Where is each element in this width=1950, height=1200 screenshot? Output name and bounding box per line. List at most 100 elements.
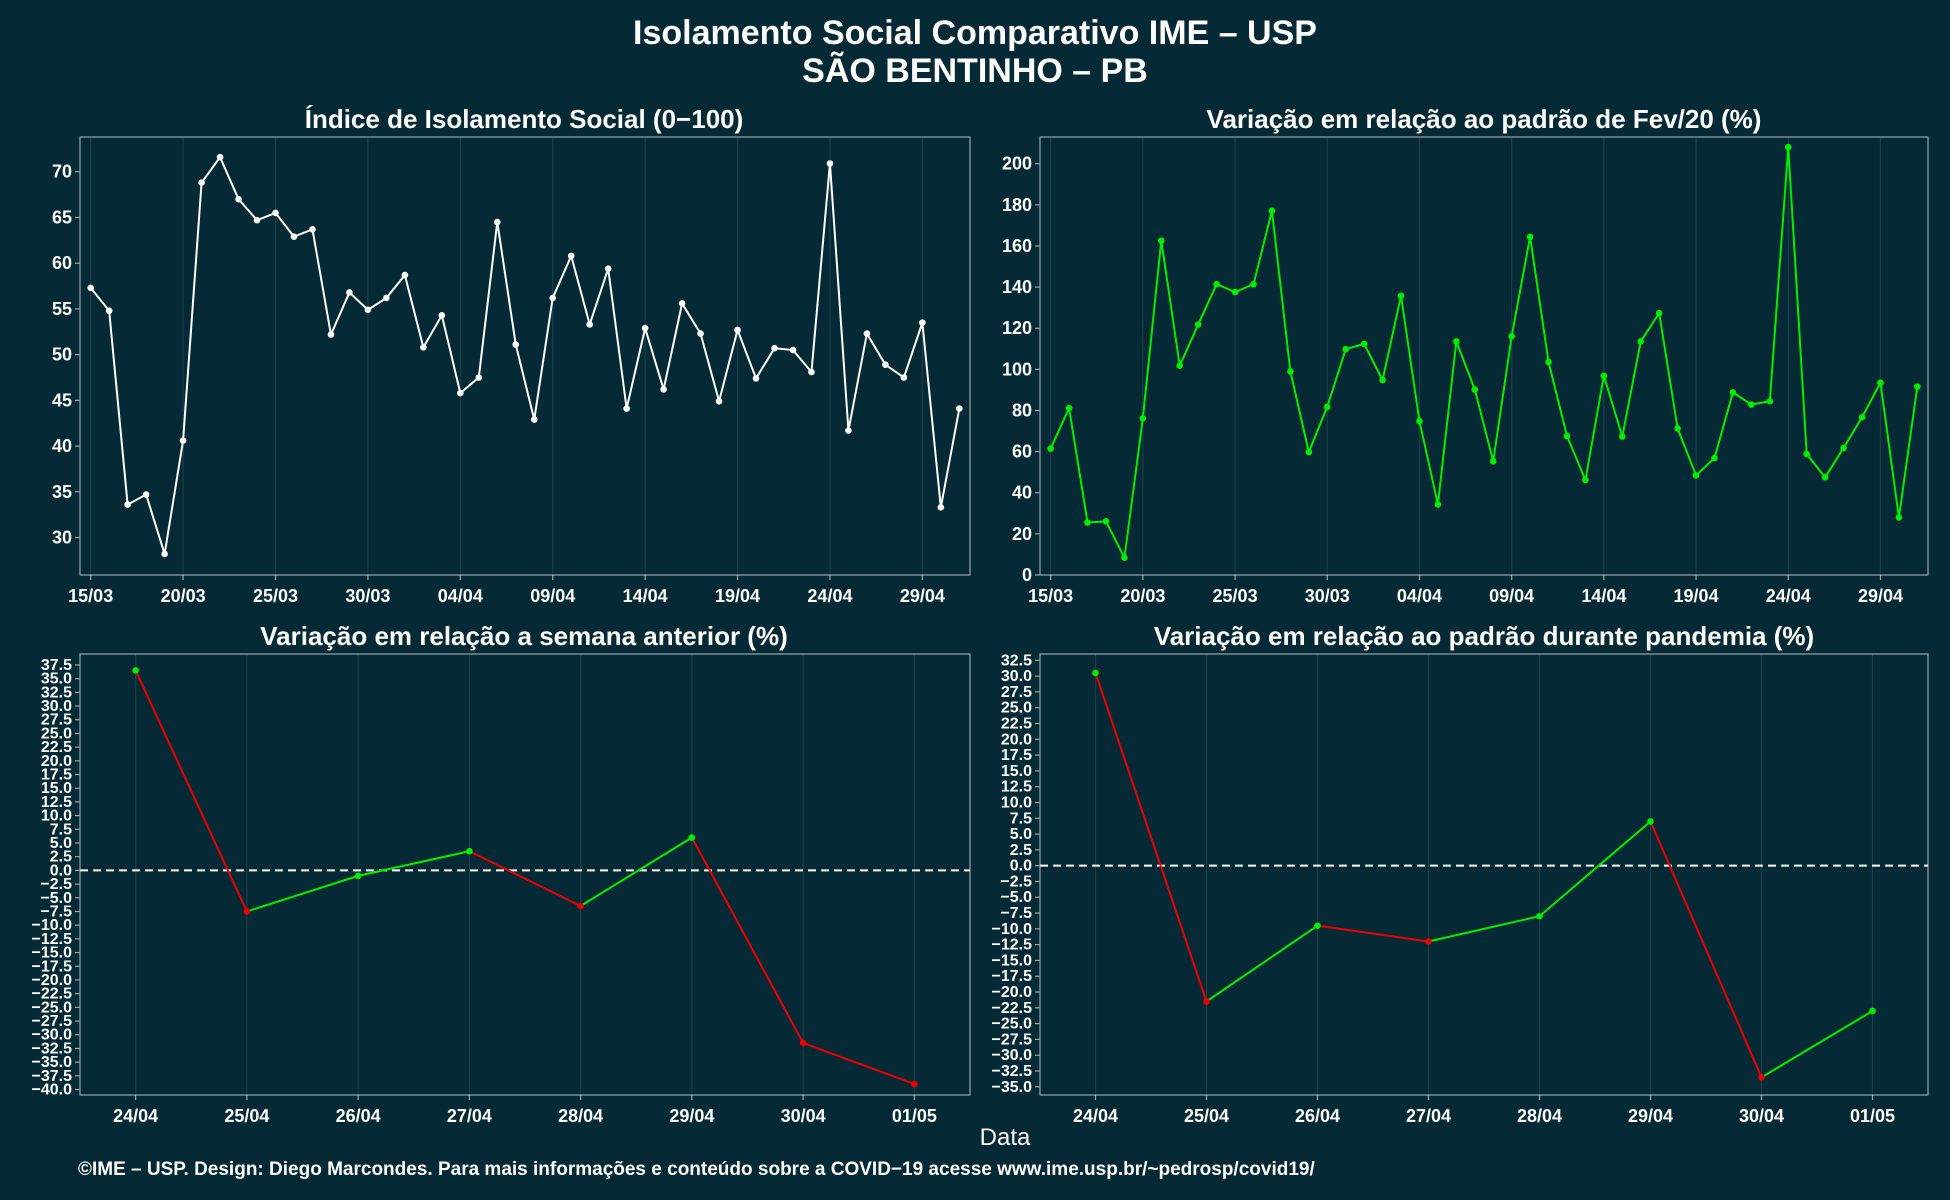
y-tick-label: 20.0 bbox=[1001, 731, 1032, 748]
y-tick-label: 140 bbox=[1002, 277, 1032, 297]
data-point bbox=[1748, 401, 1755, 408]
data-point bbox=[466, 847, 473, 855]
data-point bbox=[1250, 280, 1257, 288]
y-tick-label: 45 bbox=[52, 390, 72, 410]
series-segment bbox=[1094, 672, 1208, 1002]
y-tick-label: −30.0 bbox=[32, 1027, 73, 1044]
x-tick-label: 14/04 bbox=[1581, 586, 1626, 606]
data-point bbox=[623, 405, 630, 412]
y-tick-label: 5.0 bbox=[50, 835, 72, 852]
y-tick-label: 25.0 bbox=[1001, 700, 1032, 717]
data-point bbox=[1213, 280, 1220, 288]
data-point bbox=[1869, 1007, 1876, 1015]
data-point bbox=[364, 306, 372, 314]
x-tick-label: 15/03 bbox=[68, 586, 113, 606]
y-tick-label: −25.0 bbox=[32, 999, 73, 1016]
data-point bbox=[604, 265, 612, 272]
y-tick-label: −7.5 bbox=[40, 903, 72, 920]
data-point bbox=[1194, 321, 1202, 328]
x-tick-label: 01/05 bbox=[1850, 1106, 1895, 1126]
data-point bbox=[1268, 207, 1276, 215]
series-line bbox=[89, 155, 961, 555]
y-tick-label: −37.5 bbox=[32, 1068, 73, 1085]
data-point bbox=[567, 252, 575, 260]
data-point bbox=[678, 300, 686, 307]
panel-title-isolamento: Índice de Isolamento Social (0−100) bbox=[305, 104, 744, 134]
y-tick-label: 22.5 bbox=[1001, 715, 1032, 732]
data-point bbox=[1508, 332, 1515, 340]
data-point bbox=[577, 902, 584, 910]
y-tick-label: 40 bbox=[1012, 483, 1032, 503]
y-tick-label: −12.5 bbox=[992, 937, 1033, 954]
y-tick-label: −5.0 bbox=[40, 890, 72, 907]
y-tick-label: −15.0 bbox=[992, 952, 1033, 969]
data-point bbox=[1858, 413, 1866, 421]
x-tick-label: 25/03 bbox=[253, 586, 298, 606]
data-point bbox=[290, 233, 298, 240]
data-point bbox=[1203, 998, 1210, 1005]
data-point bbox=[586, 321, 593, 328]
data-point bbox=[272, 209, 279, 217]
series-segment bbox=[580, 836, 693, 907]
x-tick-label: 20/03 bbox=[161, 586, 206, 606]
y-tick-label: 22.5 bbox=[41, 739, 72, 756]
y-tick-label: −40.0 bbox=[32, 1082, 73, 1099]
series-segment bbox=[1649, 821, 1763, 1078]
panel-semana: Variação em relação a semana anterior (%… bbox=[32, 621, 971, 1126]
plot-frame bbox=[79, 653, 971, 1096]
x-tick-label: 30/03 bbox=[1305, 586, 1350, 606]
data-point bbox=[346, 289, 353, 296]
y-tick-label: 60 bbox=[52, 253, 72, 273]
data-point bbox=[919, 319, 926, 326]
x-tick-label: 28/04 bbox=[1517, 1106, 1562, 1126]
data-point bbox=[1582, 476, 1589, 484]
data-point bbox=[752, 375, 760, 382]
y-tick-label: 50 bbox=[52, 345, 72, 365]
x-tick-label: 14/04 bbox=[623, 586, 668, 606]
x-tick-label: 29/04 bbox=[900, 586, 945, 606]
data-point bbox=[1563, 432, 1571, 440]
data-point bbox=[882, 361, 889, 368]
data-point bbox=[105, 307, 113, 315]
data-point bbox=[1489, 457, 1497, 465]
series-segment bbox=[246, 874, 359, 913]
main-subtitle: SÃO BENTINHO – PB bbox=[802, 52, 1148, 90]
y-tick-label: −35.0 bbox=[32, 1054, 73, 1071]
y-tick-label: 160 bbox=[1002, 236, 1032, 256]
data-point bbox=[549, 294, 557, 302]
y-tick-label: 27.5 bbox=[1001, 684, 1032, 701]
data-point bbox=[124, 501, 131, 508]
x-tick-label: 30/04 bbox=[1739, 1106, 1784, 1126]
data-point bbox=[1102, 518, 1110, 525]
data-point bbox=[1637, 338, 1645, 345]
data-point bbox=[235, 195, 242, 203]
data-point bbox=[1065, 404, 1073, 412]
plot-frame bbox=[1039, 653, 1929, 1096]
y-tick-label: 35 bbox=[52, 482, 72, 502]
x-tick-label: 24/04 bbox=[1766, 586, 1811, 606]
data-point bbox=[1314, 922, 1321, 929]
y-tick-label: −27.5 bbox=[32, 1013, 73, 1030]
data-point bbox=[1157, 237, 1165, 244]
data-point bbox=[1360, 340, 1368, 348]
y-tick-label: 65 bbox=[52, 207, 72, 227]
x-tick-label: 24/04 bbox=[1073, 1106, 1118, 1126]
data-point bbox=[243, 908, 251, 915]
data-point bbox=[808, 368, 815, 376]
data-point bbox=[911, 1080, 918, 1088]
y-tick-label: −12.5 bbox=[32, 931, 73, 948]
y-tick-label: 120 bbox=[1002, 318, 1032, 338]
data-point bbox=[734, 326, 741, 334]
data-point bbox=[1416, 417, 1423, 425]
data-point bbox=[401, 271, 409, 279]
y-tick-label: 180 bbox=[1002, 195, 1032, 215]
y-tick-label: 2.5 bbox=[1010, 842, 1032, 859]
y-tick-label: −20.0 bbox=[32, 972, 73, 989]
data-point bbox=[438, 312, 446, 319]
data-point bbox=[1397, 292, 1405, 300]
series-segment bbox=[1317, 924, 1429, 943]
series-segment bbox=[1760, 1010, 1874, 1079]
x-tick-label: 15/03 bbox=[1028, 586, 1073, 606]
y-tick-label: 17.5 bbox=[1001, 747, 1032, 764]
